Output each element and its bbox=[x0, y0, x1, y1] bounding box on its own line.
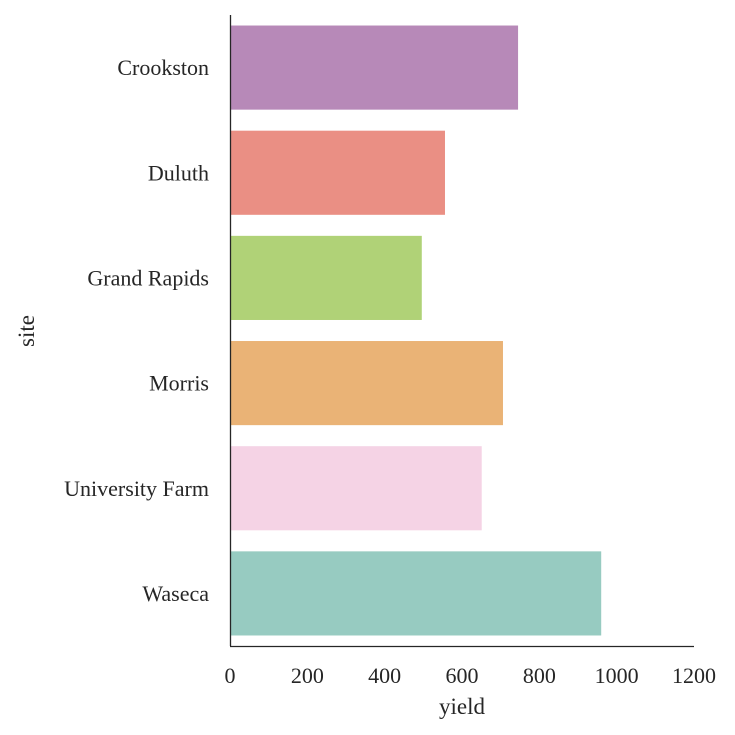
bars-group bbox=[230, 25, 602, 636]
y-tick-label-grand-rapids: Grand Rapids bbox=[87, 265, 209, 290]
y-axis-title: site bbox=[14, 315, 39, 347]
x-tick-label-0: 0 bbox=[225, 663, 236, 688]
x-tick-label-1200: 1200 bbox=[672, 663, 716, 688]
bar-duluth bbox=[230, 130, 445, 215]
x-axis-title: yield bbox=[439, 694, 485, 719]
x-tick-label-200: 200 bbox=[291, 663, 324, 688]
y-tick-label-waseca: Waseca bbox=[142, 581, 209, 606]
bar-morris bbox=[230, 341, 503, 426]
bar-waseca bbox=[230, 551, 602, 636]
y-tick-labels: Crookston Duluth Grand Rapids Morris Univers… bbox=[64, 55, 209, 606]
bar-crookston bbox=[230, 25, 519, 110]
x-tick-labels: 0 200 400 600 800 1000 1200 bbox=[225, 663, 717, 688]
bar-grand-rapids bbox=[230, 235, 422, 320]
y-tick-label-crookston: Crookston bbox=[117, 55, 209, 80]
y-tick-label-morris: Morris bbox=[149, 371, 209, 396]
x-tick-label-600: 600 bbox=[446, 663, 479, 688]
y-tick-label-university-farm: University Farm bbox=[64, 476, 209, 501]
x-tick-label-800: 800 bbox=[523, 663, 556, 688]
bar-university-farm bbox=[230, 446, 482, 531]
x-tick-label-1000: 1000 bbox=[595, 663, 639, 688]
x-tick-label-400: 400 bbox=[368, 663, 401, 688]
y-tick-label-duluth: Duluth bbox=[148, 160, 209, 185]
